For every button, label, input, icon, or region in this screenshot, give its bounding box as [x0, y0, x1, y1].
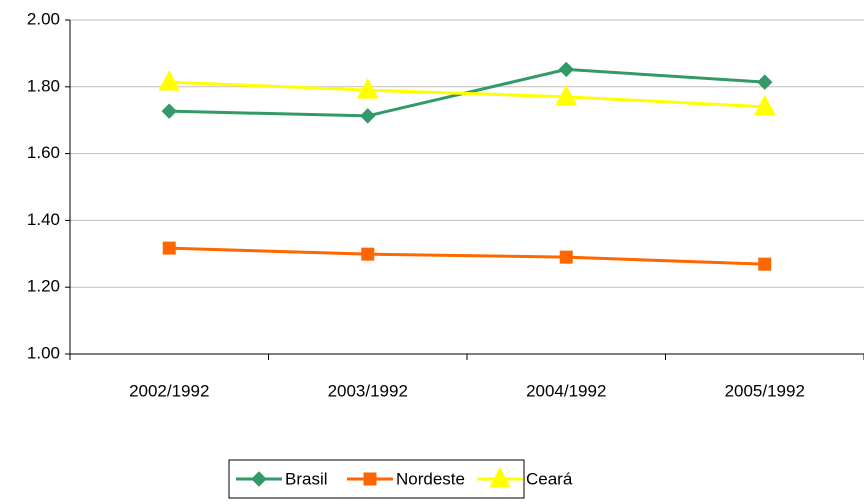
x-tick-label: 2003/1992	[328, 381, 408, 400]
y-tick-label: 2.00	[27, 9, 60, 28]
data-point	[757, 74, 773, 90]
series-line	[169, 80, 765, 109]
legend-marker	[251, 471, 267, 487]
series-line	[169, 246, 765, 266]
legend-label: Brasil	[285, 469, 328, 488]
data-point	[356, 78, 379, 99]
data-point	[753, 94, 776, 116]
data-point	[361, 247, 375, 261]
x-tick-label: 2002/1992	[129, 381, 209, 400]
y-tick-label: 1.80	[27, 76, 60, 95]
legend-label: Ceará	[526, 469, 573, 488]
data-point	[558, 61, 574, 78]
data-point	[162, 241, 176, 255]
x-tick-label: 2004/1992	[526, 381, 606, 400]
data-point	[161, 103, 177, 119]
data-point	[559, 250, 573, 264]
data-point	[158, 70, 181, 91]
legend-marker	[489, 466, 511, 488]
legend-label: Nordeste	[396, 469, 465, 488]
x-tick-label: 2005/1992	[725, 381, 805, 400]
data-point	[555, 84, 578, 106]
legend-marker	[363, 472, 377, 486]
y-tick-label: 1.60	[27, 143, 60, 162]
y-tick-label: 1.40	[27, 210, 60, 229]
y-tick-label: 1.00	[27, 343, 60, 362]
y-tick-label: 1.20	[27, 277, 60, 296]
data-point	[360, 108, 376, 124]
data-point	[758, 257, 772, 271]
